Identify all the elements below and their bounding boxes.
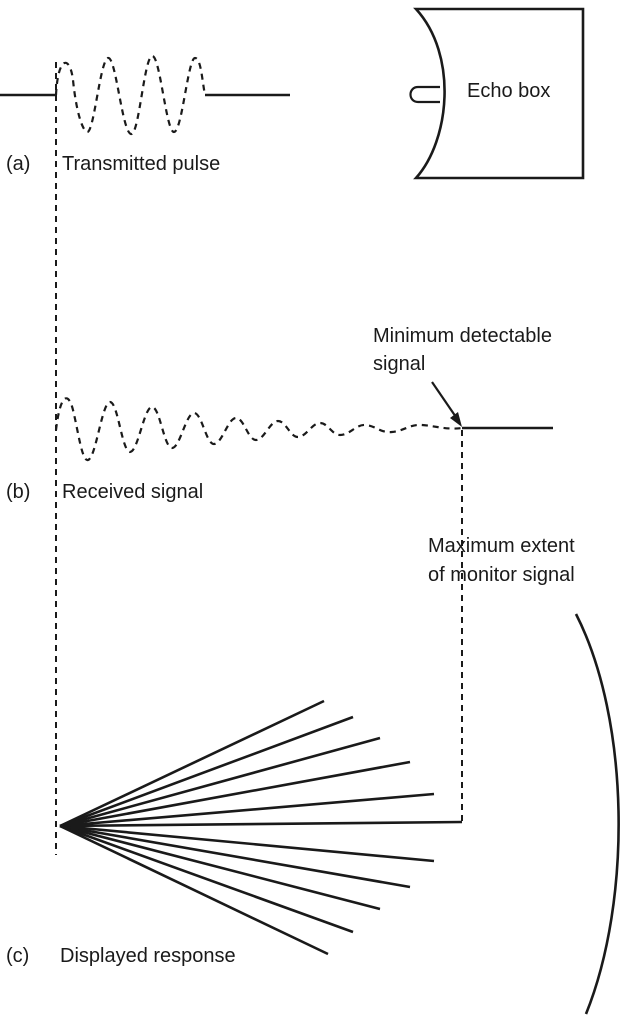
minimum-detectable-label-line1: Minimum detectable xyxy=(373,325,552,347)
fan-ray-10 xyxy=(59,824,354,934)
minimum-detectable-arrow-shaft xyxy=(431,381,459,421)
fan-ray-7 xyxy=(59,824,435,863)
fan-ray-1 xyxy=(59,699,325,828)
received-signal-label: Received signal xyxy=(62,481,203,503)
minimum-detectable-arrow-head xyxy=(450,412,462,427)
fan-ray-2 xyxy=(59,715,354,828)
maximum-extent-label-line1: Maximum extent xyxy=(428,535,575,557)
fan-ray-11 xyxy=(59,824,329,956)
fan-ray-9 xyxy=(59,824,381,911)
part-a-label: (a) xyxy=(6,153,30,175)
transmitted-pulse-label: Transmitted pulse xyxy=(62,153,220,175)
display-screen-arc xyxy=(574,613,620,1015)
transmitted-pulse-waveform xyxy=(54,54,207,136)
fan-ray-6 xyxy=(59,820,463,828)
part-c-label: (c) xyxy=(6,945,29,967)
echo-box-outline xyxy=(413,7,585,180)
maximum-extent-label-line2: of monitor signal xyxy=(428,564,575,586)
echo-box-label: Echo box xyxy=(467,80,550,102)
fan-ray-3 xyxy=(59,736,381,828)
received-signal-waveform xyxy=(54,397,463,462)
fan-ray-4 xyxy=(59,760,411,828)
echo-box-probe xyxy=(409,85,440,104)
minimum-detectable-label-line2: signal xyxy=(373,353,425,375)
displayed-response-fan xyxy=(59,699,463,956)
displayed-response-label: Displayed response xyxy=(60,945,236,967)
fan-ray-8 xyxy=(59,824,411,889)
part-b-label: (b) xyxy=(6,481,30,503)
fan-ray-5 xyxy=(59,792,435,828)
